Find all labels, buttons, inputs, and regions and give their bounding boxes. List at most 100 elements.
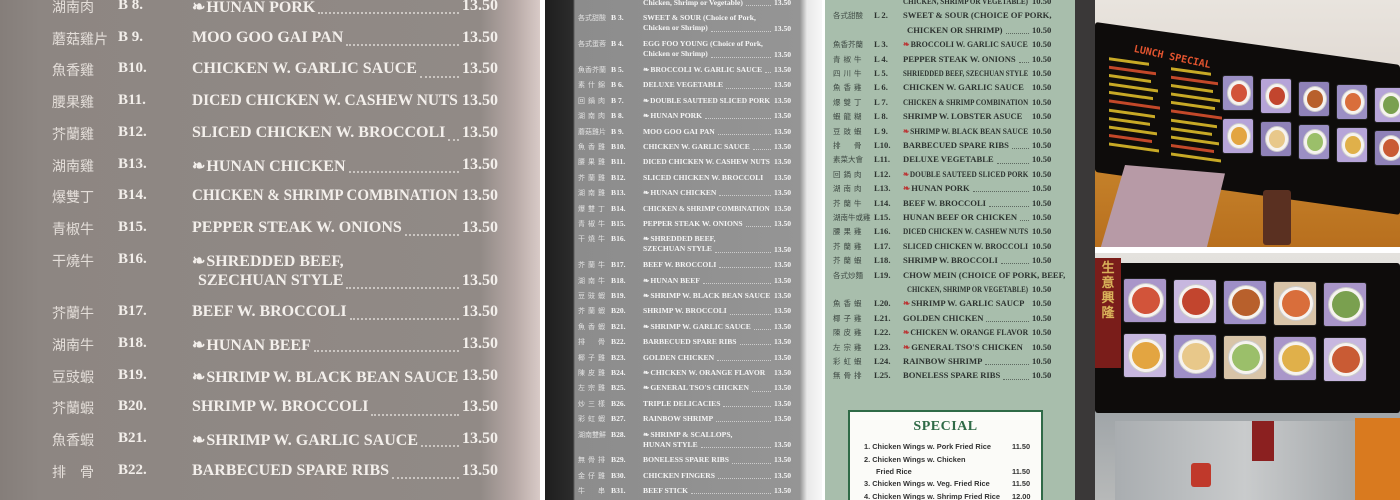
menu-item: 腰果雞 B11. DICED CHICKEN W. CASHEW NUTS 13.50 bbox=[545, 157, 822, 172]
chinese-name: 各式甜酸 bbox=[578, 14, 606, 23]
item-name-text: CHOW MEIN (CHOICE OF PORK, BEEF, bbox=[903, 269, 1066, 280]
food-photo-tile bbox=[1123, 278, 1167, 323]
chinese-name: 湖南雞 bbox=[52, 158, 94, 175]
chinese-name: 豆豉蝦 bbox=[833, 126, 865, 136]
dot-leader bbox=[726, 87, 771, 89]
chili-pepper-icon: ❧ bbox=[903, 39, 910, 50]
item-price: 13.50 bbox=[462, 0, 498, 14]
item-name: EGG FOO YOUNG (Choice of Pork, bbox=[643, 39, 763, 48]
menu-item: 湖南肉 B 8. ❧HUNAN PORK 13.50 bbox=[545, 111, 822, 126]
dot-leader bbox=[751, 390, 771, 392]
chinese-name: 湖南牛或雞 bbox=[833, 213, 871, 222]
special-title: SPECIAL bbox=[913, 419, 978, 434]
item-name-text: RAINBOW SHRIMP bbox=[903, 356, 983, 366]
item-code: B13. bbox=[118, 155, 147, 172]
kitchen-window bbox=[1115, 421, 1375, 500]
food-photo-tile bbox=[1123, 333, 1167, 378]
item-name: ❧GENERAL TSO'S CHICKEN bbox=[903, 342, 1023, 353]
menu-item: 排 骨 B22. BARBECUED SPARE RIBS 13.50 bbox=[545, 337, 822, 352]
item-code: B19. bbox=[611, 291, 626, 300]
chinese-name: 左宗雞 bbox=[578, 384, 608, 393]
food bbox=[1182, 343, 1210, 370]
food-photo-tile bbox=[1173, 334, 1217, 379]
item-name-text: MOO GOO GAI PAN bbox=[192, 28, 344, 46]
item-price: 10.50 bbox=[1032, 111, 1052, 122]
food bbox=[1132, 287, 1160, 314]
menu-item: 彩虹蝦 L24. RAINBOW SHRIMP 10.50 bbox=[825, 356, 1075, 370]
special-item-line2: Fried Rice bbox=[876, 466, 912, 476]
chinese-name: 陳皮雞 bbox=[833, 328, 865, 338]
item-name-text: BARBECUED SPARE RIBS bbox=[192, 461, 390, 479]
chinese-name: 椰子雞 bbox=[578, 353, 608, 362]
item-code: L 8. bbox=[874, 111, 888, 122]
item-code: B 3. bbox=[611, 13, 624, 23]
chili-pepper-icon: ❧ bbox=[903, 327, 910, 338]
chili-pepper-icon: ❧ bbox=[643, 234, 650, 244]
item-name-text: SHREDDED BEEF, bbox=[206, 252, 344, 270]
item-code: L21. bbox=[874, 312, 891, 323]
item-name-text: PEPPER STEAK W. ONIONS bbox=[192, 218, 402, 236]
dot-leader bbox=[717, 359, 771, 361]
chinese-name: 芥蘭雞 bbox=[52, 126, 94, 143]
item-name-text: DICED CHICKEN W. CASHEW NUTS bbox=[643, 157, 770, 167]
menu-item: 湖南雙鮮 B28. ❧SHRIMP & SCALLOPS, HUNAN STYLE 13… bbox=[545, 430, 822, 449]
food-photo-tile bbox=[1374, 130, 1400, 166]
item-price: 13.50 bbox=[774, 172, 792, 182]
chinese-name: 牛 串 bbox=[578, 487, 608, 496]
item-name: SLICED CHICKEN W. BROCCOLI bbox=[643, 173, 763, 182]
menu-item: 炒三樣 B26. TRIPLE DELICACIES 13.50 bbox=[545, 399, 822, 414]
food bbox=[1345, 136, 1361, 154]
item-name-line2: CHICKEN OR SHRIMP) bbox=[907, 24, 1003, 35]
orange-pillar bbox=[1355, 418, 1400, 500]
chinese-name: 干燒牛 bbox=[578, 235, 608, 244]
menu-scan-panel-2: Chicken, Shrimp or Vegetable) 13.50 各式甜酸 B … bbox=[545, 0, 822, 500]
menu-item: 各式炒麵 L19. CHOW MEIN (CHOICE OF PORK, BEEF,… bbox=[825, 269, 1075, 294]
item-price: 13.50 bbox=[774, 306, 792, 316]
item-name-text: HUNAN CHICKEN bbox=[650, 188, 717, 198]
item-code: L24. bbox=[874, 356, 891, 366]
item-name-text: SHRIMP W. LOBSTER ASUCE bbox=[903, 111, 1023, 122]
chinese-name: 炒三樣 bbox=[578, 399, 608, 408]
item-name: ❧CHICKEN W. ORANGE FLAVOR bbox=[903, 327, 1028, 338]
menu-item: 芥蘭雞 L17. SLICED CHICKEN W. BROCCOLI 10.50 bbox=[825, 241, 1075, 255]
food-photo-tile bbox=[1336, 127, 1368, 163]
item-price: 10.50 bbox=[1032, 39, 1052, 50]
item-code: L14. bbox=[874, 197, 891, 208]
chinese-name: 芥蘭蝦 bbox=[52, 401, 94, 418]
chinese-name: 彩虹蝦 bbox=[578, 415, 608, 424]
menu-item: 芥蘭牛 B17. BEEF W. BROCCOLI 13.50 bbox=[545, 260, 822, 275]
item-name: ❧SHRIMP W. GARLIC SAUCP bbox=[903, 298, 1024, 309]
menu-item: 腰果雞 B11. DICED CHICKEN W. CASHEW NUTS 13.50 bbox=[0, 92, 540, 124]
item-price: 13.50 bbox=[774, 275, 792, 285]
item-code: B17. bbox=[611, 260, 626, 270]
item-code: B27. bbox=[611, 414, 626, 424]
dot-leader bbox=[719, 267, 771, 269]
dot-leader bbox=[702, 282, 771, 284]
chinese-name: 蘑菇雞片 bbox=[578, 127, 606, 136]
special-item-price: 11.50 bbox=[1012, 466, 1031, 476]
special-box: SPECIAL 1. Chicken Wings w. Pork Fried R… bbox=[848, 410, 1043, 500]
item-code: B18. bbox=[118, 335, 147, 351]
chili-pepper-icon: ❧ bbox=[192, 157, 206, 175]
food bbox=[1332, 291, 1360, 318]
item-code: B 4. bbox=[611, 39, 624, 49]
item-price: 10.50 bbox=[1032, 82, 1052, 93]
chinese-name: 豆豉蝦 bbox=[52, 369, 94, 386]
chili-pepper-icon: ❧ bbox=[903, 125, 910, 136]
menu-item: 魚香雞 B10. CHICKEN W. GARLIC SAUCE 13.50 bbox=[0, 60, 540, 92]
menu-item: 左宗雞 L23. ❧GENERAL TSO'S CHICKEN 10.50 bbox=[825, 342, 1075, 356]
menu-item: 彩虹蝦 B27. RAINBOW SHRIMP 13.50 bbox=[545, 414, 822, 429]
menu-item: 湖南牛 B18. ❧HUNAN BEEF 13.50 bbox=[545, 276, 822, 291]
item-name-line2: Chicken or Shrimp) bbox=[643, 23, 708, 33]
item-name: ❧HUNAN CHICKEN bbox=[192, 156, 346, 176]
item-price: 10.50 bbox=[1032, 283, 1052, 294]
menu-item: 干燒牛 B16. ❧SHREDDED BEEF, SZECHUAN STYLE 13.5… bbox=[545, 234, 822, 253]
item-price: 10.50 bbox=[1032, 327, 1052, 338]
food-photo-tile bbox=[1223, 335, 1267, 380]
menu-item: 蘑菇雞片 B 9. MOO GOO GAI PAN 13.50 bbox=[0, 29, 540, 61]
chili-pepper-icon: ❧ bbox=[903, 183, 911, 194]
food bbox=[1231, 84, 1247, 102]
item-name-text: DOUBLE SAUTEED SLICED PORK bbox=[909, 168, 1029, 179]
dot-leader bbox=[753, 329, 771, 331]
item-name: ❧SHRIMP W. GARLIC SAUCE bbox=[192, 430, 418, 450]
